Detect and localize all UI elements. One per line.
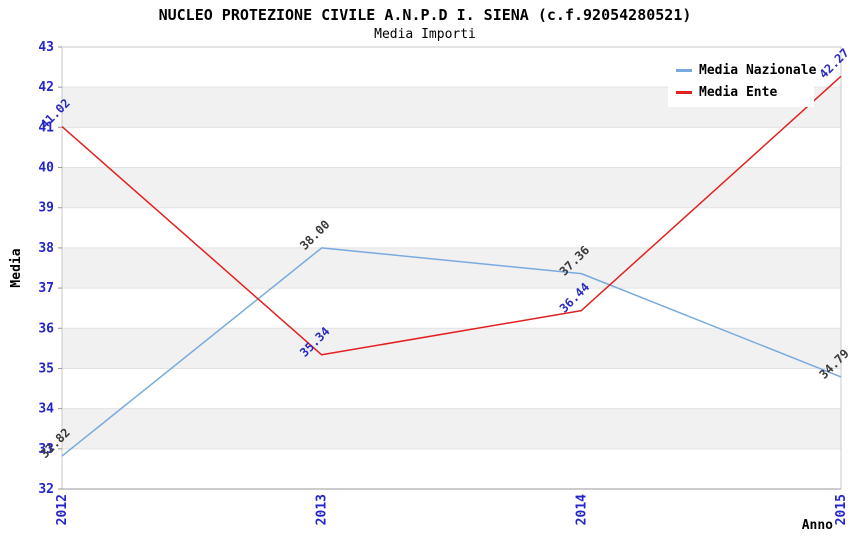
plot-band (62, 167, 841, 208)
media-ente-line-swatch-icon (676, 91, 692, 94)
y-tick-label: 32 (38, 482, 54, 497)
y-tick-label: 34 (38, 402, 54, 417)
chart-legend: Media Nazionale Media Ente (668, 56, 816, 107)
plot-band (62, 328, 841, 369)
plot-band (62, 368, 841, 409)
series-line-media-nazionale (61, 247, 842, 457)
y-tick-label: 43 (38, 40, 54, 55)
legend-label-media-nazionale: Media Nazionale (699, 63, 817, 78)
y-tick-label: 37 (38, 281, 54, 296)
chart-subtitle: Media Importi (374, 27, 476, 42)
chart-title: NUCLEO PROTEZIONE CIVILE A.N.P.D I. SIEN… (158, 6, 692, 24)
x-tick-label: 2015 (834, 494, 849, 525)
legend-label-media-ente: Media Ente (699, 85, 778, 100)
legend-item-media-nazionale: Media Nazionale (676, 63, 816, 78)
plot-band (62, 207, 841, 248)
x-tick-label: 2013 (315, 494, 330, 525)
series-line-media-ente (61, 75, 842, 356)
y-tick-label: 41 (38, 120, 54, 135)
x-tick-label: 2012 (55, 494, 70, 525)
x-axis-title: Anno (802, 518, 833, 533)
y-tick-label: 36 (38, 321, 54, 336)
plot-band (62, 288, 841, 329)
y-axis-title: Media (9, 248, 24, 287)
y-tick-label: 35 (38, 361, 54, 376)
plot-band (62, 247, 841, 289)
media-nazionale-line-swatch-icon (676, 69, 692, 72)
y-tick-label: 33 (38, 442, 54, 457)
legend-item-media-ente: Media Ente (676, 85, 806, 100)
x-tick-label: 2014 (574, 494, 589, 525)
plot-band (62, 448, 841, 489)
plot-band (62, 408, 841, 449)
y-tick-label: 42 (38, 80, 54, 95)
y-tick-label: 39 (38, 201, 54, 216)
y-tick-label: 40 (38, 161, 54, 176)
y-tick-label: 38 (38, 241, 54, 256)
plot-band (62, 127, 841, 168)
